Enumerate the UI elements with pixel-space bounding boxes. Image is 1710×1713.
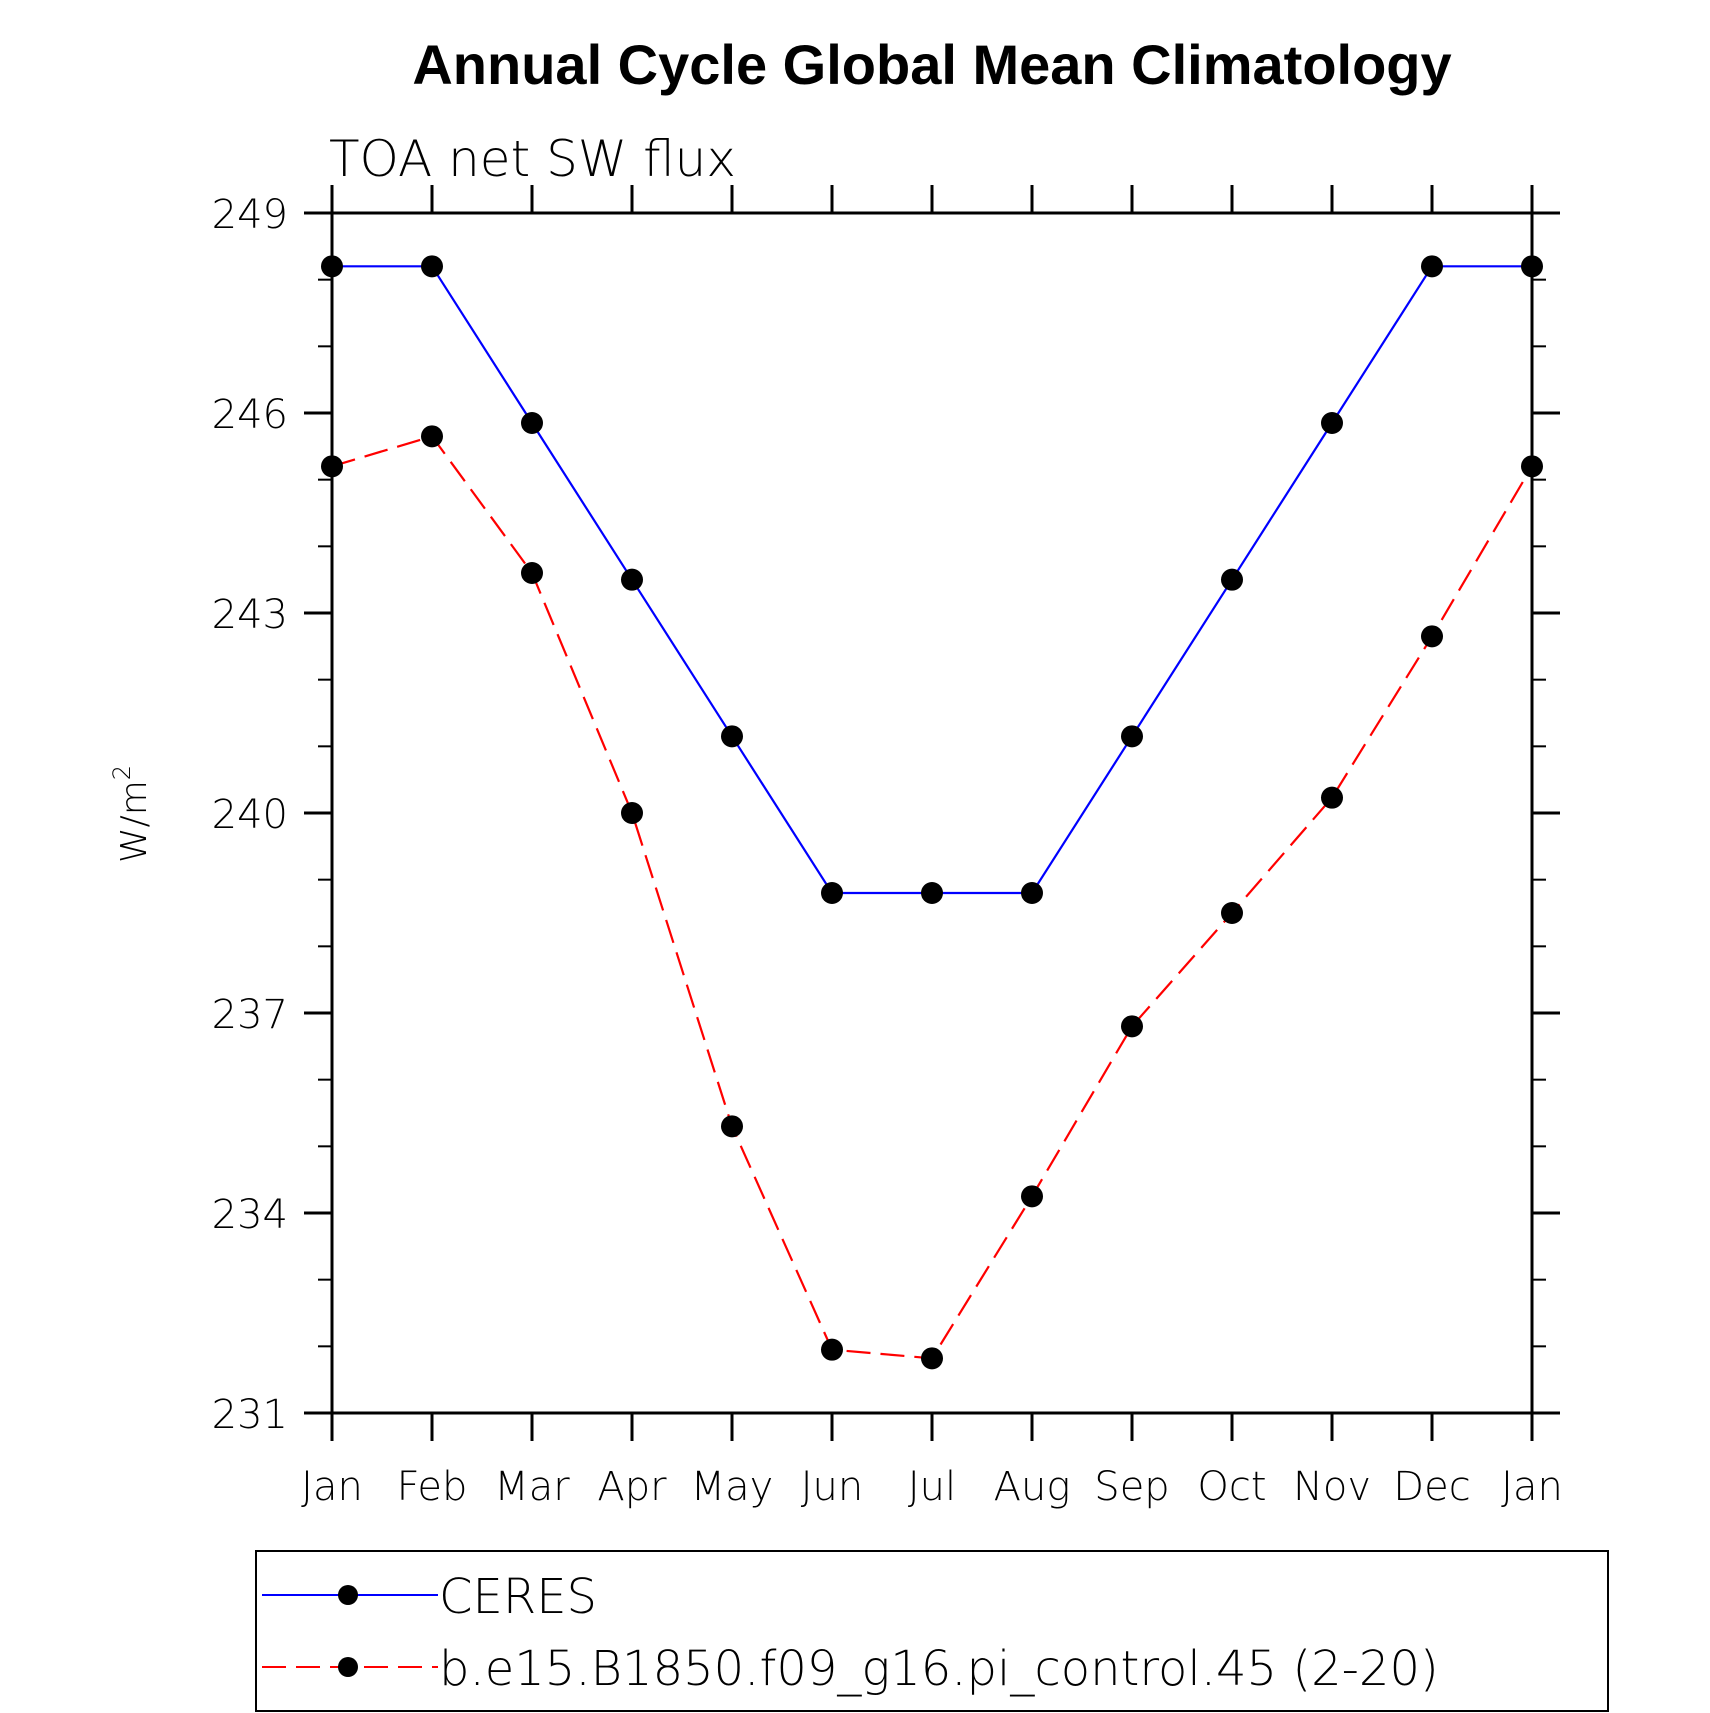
legend-ceres-label: CERES xyxy=(439,1569,597,1625)
ceres-point xyxy=(1521,255,1543,278)
y-tick-label: 243 xyxy=(212,592,288,638)
model-point xyxy=(1221,902,1243,924)
ceres-point xyxy=(721,725,743,748)
y-tick-label: 234 xyxy=(212,1192,288,1238)
series-lines xyxy=(331,265,1533,1360)
ceres-point xyxy=(921,882,943,904)
ceres-point xyxy=(321,255,343,278)
ceres-point xyxy=(421,255,443,278)
model-point xyxy=(721,1115,743,1138)
legend-box xyxy=(255,1550,1609,1712)
legend-ceres-marker xyxy=(338,1585,358,1605)
y-major-ticks xyxy=(304,211,1560,1415)
y-tick-label: 237 xyxy=(212,992,288,1038)
x-tick-label: Jul xyxy=(908,1464,956,1510)
minor-ticks xyxy=(318,212,1546,1414)
y-tick-label: 231 xyxy=(212,1392,288,1438)
series-points xyxy=(321,255,1543,1370)
model-point xyxy=(921,1347,943,1370)
ceres-point xyxy=(521,412,543,434)
ceres-point xyxy=(1121,725,1143,748)
model-point xyxy=(321,455,343,478)
x-ticks xyxy=(330,185,1534,1441)
x-tick-label: Dec xyxy=(1393,1464,1470,1510)
model-point xyxy=(521,562,543,584)
x-tick-label: Jan xyxy=(1501,1464,1563,1510)
model-point xyxy=(621,802,643,824)
y-tick-label: 246 xyxy=(212,392,288,438)
model-point xyxy=(1421,625,1443,648)
ceres-point xyxy=(1021,882,1043,904)
y-tick-label: 249 xyxy=(212,192,288,238)
ceres-point xyxy=(821,882,843,904)
model-point xyxy=(1121,1015,1143,1038)
model-point xyxy=(421,425,443,448)
ceres-point xyxy=(1321,412,1343,434)
x-tick-label: Feb xyxy=(397,1464,468,1510)
x-tick-label: Nov xyxy=(1293,1464,1371,1510)
x-tick-label: Sep xyxy=(1094,1464,1169,1510)
model-point xyxy=(1321,786,1343,809)
x-tick-label: Apr xyxy=(597,1464,667,1510)
x-tick-label: Jan xyxy=(301,1464,363,1510)
y-axis-label-unit: W/m xyxy=(114,780,155,863)
y-tick-label: 240 xyxy=(212,792,288,838)
x-tick-label: Oct xyxy=(1197,1464,1266,1510)
chart-title: Annual Cycle Global Mean Climatology xyxy=(412,33,1451,96)
legend-model-label: b.e15.B1850.f09_g16.pi_control.45 (2-20) xyxy=(439,1641,1439,1697)
y-axis-label-exponent: 2 xyxy=(108,765,136,780)
x-tick-label: Aug xyxy=(994,1464,1071,1510)
x-tick-label: May xyxy=(691,1464,774,1510)
model-point xyxy=(821,1338,843,1361)
legend-model-marker xyxy=(338,1657,358,1677)
plot-area xyxy=(304,185,1560,1441)
chart-subtitle: TOA net SW flux xyxy=(329,130,736,188)
ceres-point xyxy=(1421,255,1443,278)
x-tick-labels: Jan Feb Mar Apr May Jun Jul Aug Sep Oct Nov Dec Jan xyxy=(301,1464,1563,1510)
y-tick-labels: 231 234 237 240 243 246 249 xyxy=(212,192,288,1438)
legend: CERES b.e15.B1850.f09_g16.pi_control.45 … xyxy=(255,1550,1609,1712)
ceres-line xyxy=(332,265,1532,895)
model-point xyxy=(1521,455,1543,478)
x-tick-label: Jun xyxy=(801,1464,864,1510)
ceres-point xyxy=(1221,568,1243,591)
x-tick-label: Mar xyxy=(494,1464,570,1510)
model-point xyxy=(1021,1185,1043,1208)
ceres-point xyxy=(621,568,643,591)
y-axis-label: W/m2 xyxy=(108,765,155,863)
